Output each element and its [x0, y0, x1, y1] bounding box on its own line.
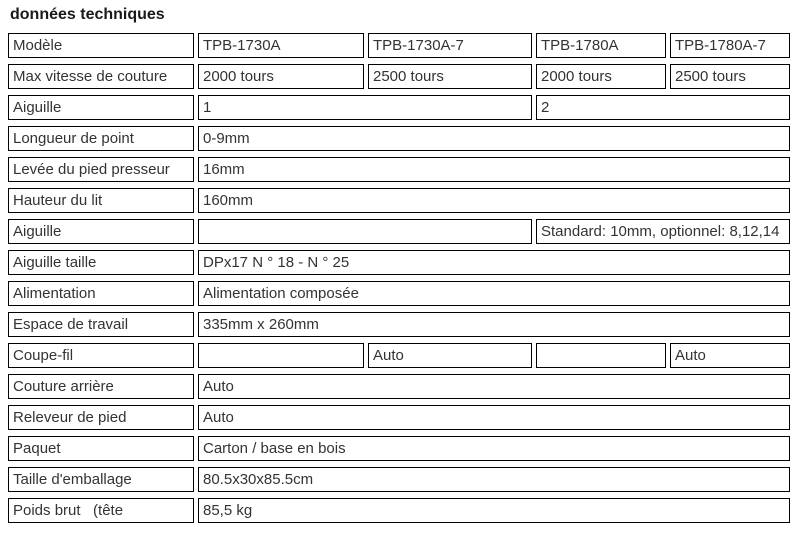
value-cell: 2500 tours: [670, 64, 790, 89]
table-row-couture-arriere: Couture arrière Auto: [8, 374, 790, 399]
table-row-releveur-pied: Releveur de pied Auto: [8, 405, 790, 430]
table-row-modele: Modèle TPB-1730A TPB-1730A-7 TPB-1780A T…: [8, 33, 790, 58]
value-cell: Carton / base en bois: [198, 436, 790, 461]
page-title: données techniques: [10, 6, 165, 23]
table-row-max-vitesse: Max vitesse de couture 2000 tours 2500 t…: [8, 64, 790, 89]
row-label: Coupe-fil: [8, 343, 194, 368]
value-cell: DPx17 N ° 18 - N ° 25: [198, 250, 790, 275]
value-cell: 335mm x 260mm: [198, 312, 790, 337]
table-row-aiguille-taille: Aiguille taille DPx17 N ° 18 - N ° 25: [8, 250, 790, 275]
row-label: Couture arrière: [8, 374, 194, 399]
value-cell: 2000 tours: [198, 64, 364, 89]
value-cell: Standard: 10mm, optionnel: 8,12,14: [536, 219, 790, 244]
value-cell: 2500 tours: [368, 64, 532, 89]
table-row-hauteur-lit: Hauteur du lit 160mm: [8, 188, 790, 213]
value-cell: 160mm: [198, 188, 790, 213]
row-label: Releveur de pied: [8, 405, 194, 430]
value-cell: Auto: [198, 405, 790, 430]
table-row-paquet: Paquet Carton / base en bois: [8, 436, 790, 461]
row-label: Espace de travail: [8, 312, 194, 337]
row-label: Taille d'emballage: [8, 467, 194, 492]
value-cell: Alimentation composée: [198, 281, 790, 306]
table-row-aiguille-nombre: Aiguille 1 2: [8, 95, 790, 120]
value-cell: TPB-1730A-7: [368, 33, 532, 58]
value-cell: 2000 tours: [536, 64, 666, 89]
value-cell: [198, 219, 532, 244]
table-row-taille-emballage: Taille d'emballage 80.5x30x85.5cm: [8, 467, 790, 492]
row-label: Hauteur du lit: [8, 188, 194, 213]
spec-table: Modèle TPB-1730A TPB-1730A-7 TPB-1780A T…: [4, 27, 794, 529]
value-cell: 0-9mm: [198, 126, 790, 151]
value-cell: TPB-1730A: [198, 33, 364, 58]
value-cell: [536, 343, 666, 368]
value-cell: 1: [198, 95, 532, 120]
row-label: Paquet: [8, 436, 194, 461]
table-row-aiguille-standard: Aiguille Standard: 10mm, optionnel: 8,12…: [8, 219, 790, 244]
value-cell: 2: [536, 95, 790, 120]
row-label: Aiguille taille: [8, 250, 194, 275]
value-cell: 80.5x30x85.5cm: [198, 467, 790, 492]
row-label: Max vitesse de couture: [8, 64, 194, 89]
table-row-longueur-point: Longueur de point 0-9mm: [8, 126, 790, 151]
row-label: Longueur de point: [8, 126, 194, 151]
table-row-poids-brut: Poids brut (tête 85,5 kg: [8, 498, 790, 523]
row-label: Aiguille: [8, 95, 194, 120]
row-label: Modèle: [8, 33, 194, 58]
row-label: Levée du pied presseur: [8, 157, 194, 182]
value-cell: TPB-1780A: [536, 33, 666, 58]
value-cell: Auto: [670, 343, 790, 368]
value-cell: Auto: [368, 343, 532, 368]
row-label: Alimentation: [8, 281, 194, 306]
row-label: Poids brut (tête: [8, 498, 194, 523]
row-label: Aiguille: [8, 219, 194, 244]
table-row-coupe-fil: Coupe-fil Auto Auto: [8, 343, 790, 368]
value-cell: 85,5 kg: [198, 498, 790, 523]
table-row-alimentation: Alimentation Alimentation composée: [8, 281, 790, 306]
table-row-levee-pied: Levée du pied presseur 16mm: [8, 157, 790, 182]
table-row-espace-travail: Espace de travail 335mm x 260mm: [8, 312, 790, 337]
value-cell: [198, 343, 364, 368]
value-cell: TPB-1780A-7: [670, 33, 790, 58]
value-cell: 16mm: [198, 157, 790, 182]
value-cell: Auto: [198, 374, 790, 399]
